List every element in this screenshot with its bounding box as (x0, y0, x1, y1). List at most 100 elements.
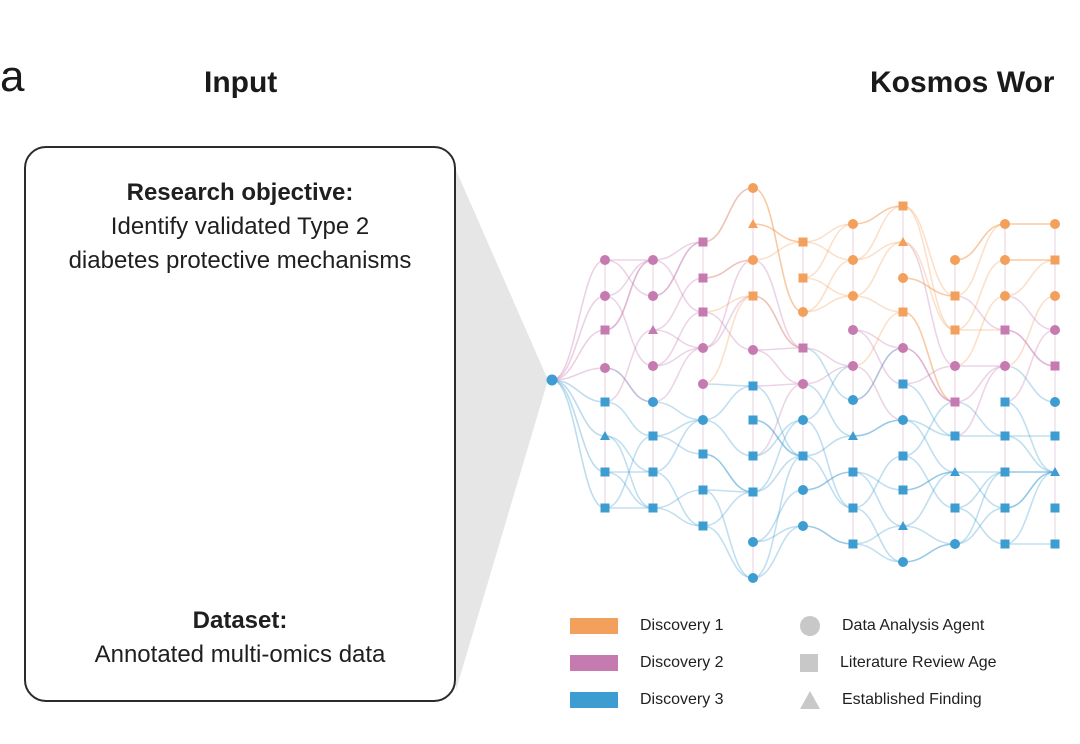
workflow-edge (653, 402, 703, 420)
workflow-edge (753, 350, 803, 384)
legend-literature-review-agent: Literature Review Age (800, 645, 997, 681)
legend-established-finding: Established Finding (800, 682, 982, 718)
discovery-2-swatch (570, 655, 618, 671)
workflow-edge (955, 224, 1005, 296)
analysis-node (748, 255, 758, 265)
analysis-node (1000, 291, 1010, 301)
workflow-edge (605, 296, 653, 366)
literature-node (601, 398, 610, 407)
literature-node (1051, 432, 1060, 441)
literature-node (601, 326, 610, 335)
legend-discovery-2: Discovery 2 (570, 645, 724, 681)
workflow-edge (903, 366, 955, 384)
workflow-edge (552, 296, 605, 380)
workflow-edge (1005, 366, 1055, 402)
workflow-edge (903, 242, 955, 366)
workflow-edge (753, 188, 803, 312)
analysis-node (1050, 291, 1060, 301)
workflow-edge (955, 260, 1005, 330)
literature-node (849, 540, 858, 549)
analysis-node (1050, 325, 1060, 335)
legend-label: Established Finding (842, 691, 982, 709)
analysis-node (600, 363, 610, 373)
workflow-edge (703, 420, 753, 456)
analysis-node (798, 485, 808, 495)
analysis-node (748, 573, 758, 583)
workflow-edge (955, 366, 1005, 402)
literature-node (1051, 504, 1060, 513)
workflow-edge (753, 242, 803, 260)
analysis-node (1000, 255, 1010, 265)
workflow-edge (803, 420, 853, 508)
analysis-node (798, 307, 808, 317)
literature-node (1051, 256, 1060, 265)
literature-node (1051, 540, 1060, 549)
analysis-node (898, 415, 908, 425)
workflow-edge (753, 420, 803, 456)
literature-node (649, 432, 658, 441)
workflow-edge (753, 224, 803, 242)
workflow-edge (955, 508, 1005, 544)
workflow-edge (853, 420, 903, 436)
literature-node (699, 274, 708, 283)
literature-node (749, 382, 758, 391)
literature-node (951, 326, 960, 335)
dataset-text: Annotated multi-omics data (26, 638, 454, 672)
analysis-node (698, 415, 708, 425)
workflow-edge (955, 224, 1005, 260)
literature-node (601, 468, 610, 477)
workflow-edge (903, 206, 955, 296)
legend-discovery-1: Discovery 1 (570, 608, 724, 644)
workflow-edge (552, 380, 605, 508)
analysis-node (848, 361, 858, 371)
analysis-node (848, 325, 858, 335)
literature-node (749, 452, 758, 461)
literature-node (799, 274, 808, 283)
workflow-edge (955, 472, 1005, 508)
dataset-description: Dataset: Annotated multi-omics data (26, 604, 454, 672)
funnel-connector (456, 170, 548, 690)
workflow-edge (1005, 330, 1055, 402)
literature-node (899, 308, 908, 317)
literature-node (749, 416, 758, 425)
triangle-icon (800, 691, 820, 709)
objective-line2: diabetes protective mechanisms (26, 244, 454, 278)
literature-node (699, 308, 708, 317)
legend-label: Discovery 3 (640, 691, 724, 709)
research-objective: Research objective: Identify validated T… (26, 176, 454, 278)
workflow-edge (1005, 296, 1055, 330)
literature-node (1001, 504, 1010, 513)
objective-line1: Identify validated Type 2 (26, 210, 454, 244)
analysis-node (950, 361, 960, 371)
literature-node (1001, 432, 1010, 441)
analysis-node (1050, 219, 1060, 229)
analysis-node (950, 539, 960, 549)
literature-node (799, 344, 808, 353)
workflow-edge (605, 260, 653, 296)
literature-node (649, 504, 658, 513)
analysis-node (898, 343, 908, 353)
literature-node (1051, 362, 1060, 371)
analysis-node (798, 521, 808, 531)
legend-discovery-3: Discovery 3 (570, 682, 724, 718)
circle-icon (800, 616, 820, 636)
workflow-edge (753, 348, 803, 350)
workflow-edge (853, 296, 903, 312)
workflow-edge (803, 436, 853, 456)
workflow-edge (803, 526, 853, 544)
literature-node (1001, 398, 1010, 407)
workflow-edge (703, 386, 753, 420)
input-box: Research objective: Identify validated T… (24, 146, 456, 702)
workflow-edge (703, 188, 753, 242)
literature-node (601, 504, 610, 513)
discovery-1-swatch (570, 618, 618, 634)
analysis-node (1050, 397, 1060, 407)
literature-node (749, 292, 758, 301)
literature-node (951, 432, 960, 441)
analysis-node (648, 291, 658, 301)
literature-node (899, 202, 908, 211)
literature-node (1001, 540, 1010, 549)
analysis-node (1000, 361, 1010, 371)
objective-label: Research objective: (26, 176, 454, 210)
legend-label: Data Analysis Agent (842, 617, 984, 635)
